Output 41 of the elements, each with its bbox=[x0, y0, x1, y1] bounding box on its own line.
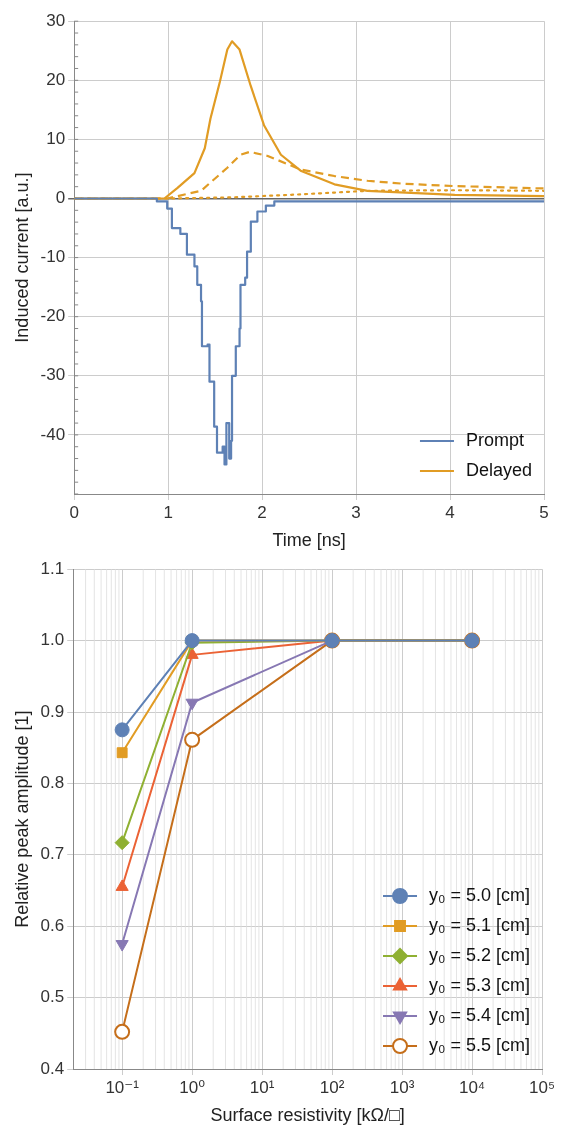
x-tick-label: 10⁰ bbox=[179, 1077, 206, 1097]
legend-label: y₀ = 5.1 [cm] bbox=[429, 914, 531, 935]
y-tick-label: 0.9 bbox=[40, 701, 65, 721]
y-axis-title: Relative peak amplitude [1] bbox=[11, 710, 32, 928]
x-tick-label: 1 bbox=[163, 502, 173, 522]
y-tick-label: -20 bbox=[40, 306, 66, 326]
x-tick-label: 10¹ bbox=[249, 1077, 275, 1097]
x-axis-title: Surface resistivity [kΩ/□] bbox=[210, 1105, 405, 1126]
legend-label: y₀ = 5.2 [cm] bbox=[429, 944, 531, 965]
x-tick-label: 10⁴ bbox=[458, 1077, 486, 1097]
x-tick-label: 10² bbox=[319, 1077, 345, 1097]
y-tick-label: -40 bbox=[40, 424, 66, 444]
x-tick-label: 10³ bbox=[389, 1077, 415, 1097]
x-tick-label: 4 bbox=[445, 502, 455, 522]
legend-label: Delayed bbox=[465, 459, 533, 480]
x-tick-label: 3 bbox=[351, 502, 361, 522]
y-tick-label: 0.7 bbox=[40, 844, 65, 864]
y-tick-label: 30 bbox=[46, 10, 66, 30]
y-tick-label: 0.4 bbox=[40, 1058, 65, 1078]
x-tick-label: 10⁻¹ bbox=[105, 1077, 140, 1097]
legend-label: y₀ = 5.5 [cm] bbox=[429, 1034, 531, 1055]
legend-label: y₀ = 5.3 [cm] bbox=[429, 974, 531, 995]
y-tick-label: 10 bbox=[46, 129, 66, 149]
legend-label: y₀ = 5.4 [cm] bbox=[429, 1004, 531, 1025]
legend-label: y₀ = 5.0 [cm] bbox=[429, 884, 531, 905]
y-tick-label: 0 bbox=[55, 188, 66, 208]
x-tick-label: 2 bbox=[257, 502, 267, 522]
y-tick-label: 0.5 bbox=[40, 987, 65, 1007]
y-axis-title: Induced current [a.u.] bbox=[11, 172, 32, 343]
y-tick-label: 0.6 bbox=[40, 915, 65, 935]
y-tick-label: -30 bbox=[40, 365, 66, 385]
x-tick-label: 0 bbox=[69, 502, 79, 522]
x-axis-title: Time [ns] bbox=[272, 530, 346, 551]
x-tick-label: 10⁵ bbox=[529, 1077, 556, 1097]
x-tick-label: 5 bbox=[539, 502, 549, 522]
y-tick-label: 20 bbox=[46, 69, 66, 89]
y-tick-label: 1.1 bbox=[40, 558, 65, 578]
y-tick-label: -10 bbox=[40, 247, 66, 267]
legend-label: Prompt bbox=[465, 429, 524, 450]
y-tick-label: 1.0 bbox=[40, 630, 65, 650]
y-tick-label: 0.8 bbox=[40, 773, 65, 793]
